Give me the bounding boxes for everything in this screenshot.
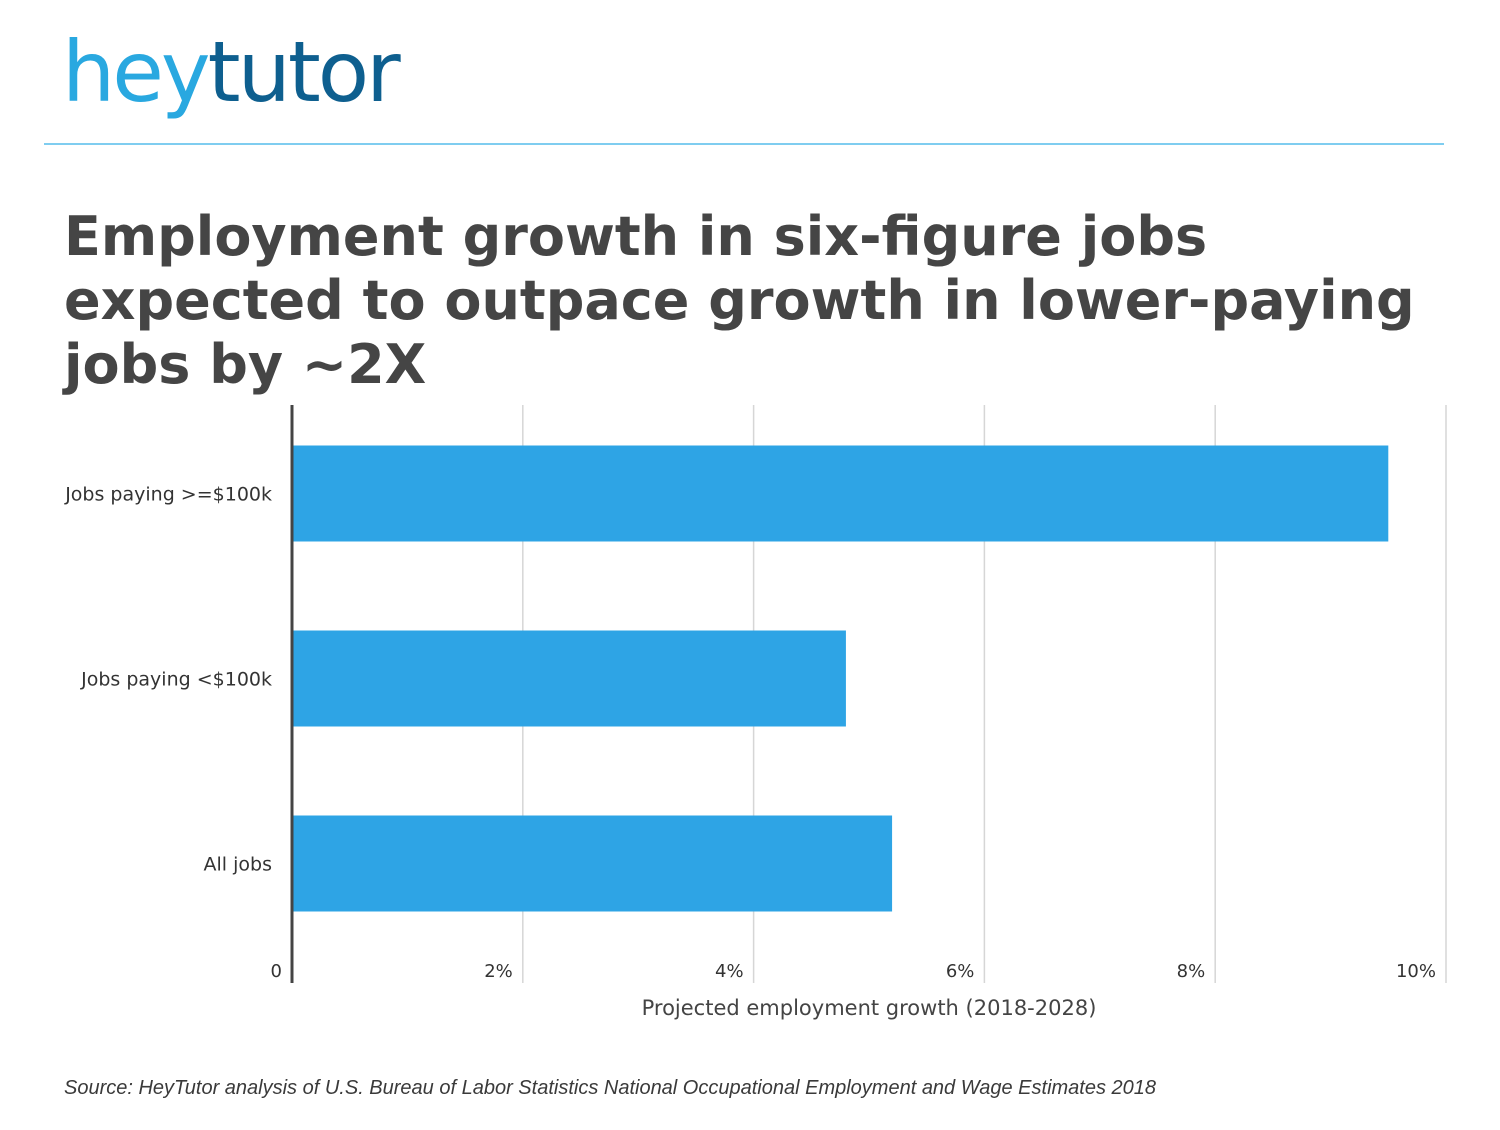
bar-0 [293, 445, 1389, 542]
category-label-2: All jobs [204, 854, 272, 876]
source-note: Source: HeyTutor analysis of U.S. Bureau… [64, 1077, 1157, 1099]
category-label-1: Jobs paying <$100k [80, 669, 272, 691]
logo-text-hey: hey [62, 23, 211, 121]
heytutor-logo: heytutor [62, 30, 401, 114]
x-tick-label-5: 10% [1396, 961, 1436, 982]
x-tick-label-3: 6% [946, 961, 975, 982]
header-divider [44, 143, 1444, 145]
x-tick-label-0: 0 [271, 961, 282, 982]
x-tick-label-4: 8% [1177, 961, 1206, 982]
category-label-0: Jobs paying >=$100k [64, 484, 272, 506]
bar-1 [293, 630, 846, 727]
x-tick-label-1: 2% [484, 961, 513, 982]
x-axis-title: Projected employment growth (2018-2028) [642, 996, 1097, 1020]
logo-text-tutor: tutor [207, 23, 401, 121]
chart-title: Employment growth in six-figure jobs exp… [64, 205, 1415, 396]
bar-2 [293, 815, 893, 912]
x-tick-label-2: 4% [715, 961, 744, 982]
